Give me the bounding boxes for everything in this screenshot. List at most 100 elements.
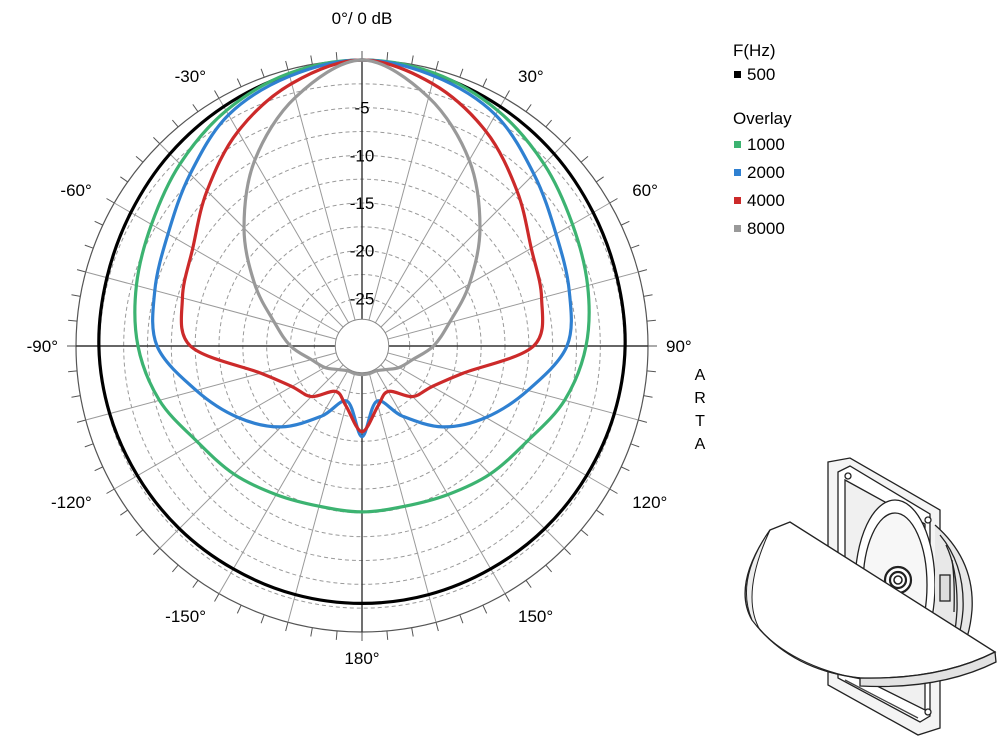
angle-tick-mark [525, 104, 532, 113]
angle-tick-mark [386, 630, 389, 640]
radial-tick-label: -10 [350, 146, 375, 165]
angle-tick-mark [435, 60, 439, 70]
angle-tick-mark [335, 52, 338, 62]
grid-spoke [159, 345, 363, 549]
angle-tick-mark [260, 68, 265, 78]
angle-tick-label: -30° [175, 67, 206, 86]
grid-spoke [287, 69, 363, 347]
legend-swatch-2000 [734, 169, 741, 176]
grid-spoke [85, 271, 363, 347]
grid-spoke [85, 345, 363, 421]
angle-tick-mark [459, 68, 464, 78]
legend-swatch-1000 [734, 141, 741, 148]
angle-tick-mark [620, 466, 630, 472]
angle-tick-mark [638, 269, 648, 273]
legend-swatch-8000 [734, 225, 741, 232]
angle-tick-mark [236, 78, 242, 88]
angle-tick-mark [545, 564, 553, 573]
angle-tick-mark [630, 443, 640, 448]
angle-tick-mark [646, 370, 656, 373]
grid-spoke [361, 69, 437, 347]
legend-header: F(Hz) [733, 41, 775, 60]
angle-tick-mark [135, 529, 144, 537]
grid-spoke [361, 143, 565, 347]
angle-tick-mark [71, 395, 81, 398]
grid-spoke [361, 345, 506, 594]
legend-entry-4000: 4000 [747, 191, 785, 210]
grid-spoke [361, 345, 437, 623]
angle-tick-label: 60° [632, 181, 658, 200]
angle-tick-label: -60° [60, 181, 91, 200]
angle-tick-mark [310, 627, 313, 637]
angle-tick-mark [580, 155, 589, 163]
angle-tick-mark [411, 55, 414, 65]
angle-tick-mark [310, 55, 313, 65]
angle-tick-mark [525, 579, 532, 588]
radial-tick-label: -25 [350, 289, 375, 308]
angle-tick-mark [386, 52, 389, 62]
angle-tick-mark [214, 90, 220, 99]
angle-tick-mark [68, 370, 78, 373]
angle-tick-label: -90° [27, 337, 58, 356]
angle-tick-mark [643, 294, 653, 297]
legend-swatch-500 [734, 71, 741, 78]
angle-tick-label: 90° [666, 337, 692, 356]
angle-tick-mark [192, 104, 199, 113]
angle-tick-label: 180° [344, 649, 379, 668]
angle-tick-label: 150° [518, 607, 553, 626]
chart-title: 0°/ 0 dB [332, 9, 393, 28]
angle-tick-mark [120, 509, 129, 516]
radial-tick-label: -15 [350, 194, 375, 213]
angle-tick-mark [214, 593, 220, 602]
grid-spoke [361, 345, 639, 421]
angle-tick-mark [504, 593, 510, 602]
angle-tick-mark [236, 604, 242, 614]
series-line-500 [97, 58, 627, 605]
angle-tick-mark [76, 269, 86, 273]
angle-tick-mark [76, 419, 86, 423]
angle-tick-mark [595, 509, 604, 516]
angle-tick-label: 120° [632, 493, 667, 512]
angle-tick-mark [171, 119, 179, 128]
series-line-1000 [133, 58, 591, 514]
angle-tick-mark [135, 155, 144, 163]
angle-tick-mark [459, 614, 464, 624]
series-line-8000 [242, 58, 482, 377]
vertical-mark-a2: A [695, 436, 706, 453]
angle-tick-mark [71, 294, 81, 297]
angle-tick-mark [411, 627, 414, 637]
angle-tick-mark [638, 419, 648, 423]
angle-tick-label: -120° [51, 493, 92, 512]
angle-tick-mark [580, 529, 589, 537]
polar-labels: 0°/ 0 dB A R T A -5 -10 -15 -20 -25 30° 60° 90°… [27, 9, 706, 668]
angle-tick-mark [285, 622, 289, 632]
angle-tick-mark [285, 60, 289, 70]
angle-tick-mark [106, 198, 115, 204]
angle-tick-mark [153, 137, 161, 145]
speaker-driver-icon [744, 457, 997, 736]
polar-grid [67, 51, 657, 641]
grid-spoke [287, 345, 363, 623]
vertical-mark-t: T [695, 413, 705, 430]
grid-spoke [361, 98, 506, 347]
legend-entry-8000: 8000 [747, 219, 785, 238]
angle-tick-mark [435, 622, 439, 632]
angle-tick-mark [192, 579, 199, 588]
angle-tick-mark [482, 604, 488, 614]
grid-spoke [361, 345, 565, 549]
angle-tick-mark [171, 564, 179, 573]
angle-tick-mark [504, 90, 510, 99]
grid-spoke [361, 202, 610, 347]
angle-tick-mark [563, 547, 571, 555]
grid-spoke [114, 202, 363, 347]
legend-entry-2000: 2000 [747, 163, 785, 182]
angle-tick-mark [153, 547, 161, 555]
vertical-mark-r: R [694, 390, 706, 407]
radial-tick-label: -5 [354, 99, 369, 118]
angle-tick-label: -150° [165, 607, 206, 626]
angle-tick-mark [94, 220, 104, 226]
angle-tick-mark [106, 488, 115, 494]
grid-spoke [218, 345, 363, 594]
angle-tick-mark [609, 198, 618, 204]
